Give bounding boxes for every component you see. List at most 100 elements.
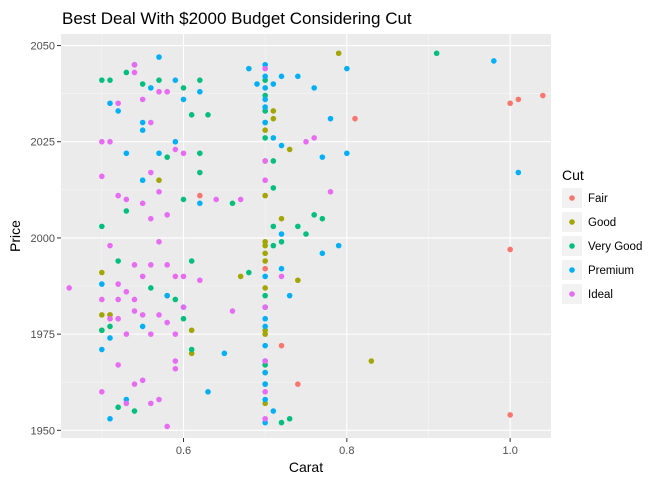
point-premium (262, 315, 268, 322)
point-good (262, 127, 268, 133)
point-ideal (139, 273, 146, 280)
point-ideal (164, 423, 170, 430)
point-ideal (99, 173, 105, 180)
point-ideal (172, 146, 179, 153)
chart-title: Best Deal With $2000 Budget Considering … (62, 9, 412, 28)
point-very-good (188, 258, 195, 264)
point-ideal (164, 212, 170, 218)
point-premium (180, 96, 187, 103)
point-premium (319, 250, 326, 257)
point-ideal (262, 415, 268, 422)
point-ideal (139, 312, 146, 318)
point-premium (156, 54, 162, 60)
point-premium (115, 108, 121, 114)
point-very-good (270, 242, 277, 249)
point-ideal (115, 100, 121, 107)
y-axis-ticks: 1950 1975 2000 2025 2050 (31, 41, 61, 437)
point-premium (107, 100, 113, 107)
point-ideal (123, 400, 130, 407)
point-very-good (286, 415, 293, 422)
point-ideal (156, 88, 162, 95)
point-ideal (156, 188, 162, 195)
point-good (262, 327, 268, 334)
point-premium (335, 242, 342, 249)
point-fair (515, 96, 522, 103)
point-premium (262, 85, 268, 91)
point-premium (205, 389, 211, 395)
point-premium (123, 150, 130, 157)
point-ideal (148, 169, 154, 176)
point-fair (295, 381, 301, 387)
legend-label-ideal: Ideal (588, 289, 613, 301)
point-very-good (99, 327, 105, 334)
point-very-good (188, 112, 195, 118)
point-ideal (172, 365, 179, 372)
point-premium (221, 350, 228, 357)
point-good (286, 146, 293, 153)
point-premium (262, 369, 268, 376)
point-good (262, 250, 268, 257)
point-premium (99, 281, 105, 287)
point-ideal (180, 150, 187, 157)
point-very-good (115, 258, 121, 264)
point-ideal (66, 285, 72, 291)
point-ideal (229, 308, 236, 314)
x-tick-label: 1.0 (503, 445, 518, 457)
point-very-good (115, 404, 121, 411)
point-ideal (99, 138, 105, 145)
point-very-good (278, 419, 285, 426)
point-good (99, 312, 105, 318)
point-very-good (205, 112, 211, 118)
point-good (237, 273, 244, 280)
point-premium (278, 142, 285, 149)
point-ideal (123, 331, 130, 337)
point-good (262, 258, 268, 264)
point-ideal (139, 200, 146, 207)
point-premium (197, 88, 203, 95)
point-ideal (213, 196, 219, 203)
y-tick-label: 2050 (31, 41, 55, 53)
legend: Cut Fair Good Very Good Premium Ideal (562, 167, 642, 304)
point-premium (246, 65, 252, 72)
point-ideal (164, 262, 170, 268)
x-tick-label: 0.6 (176, 445, 191, 457)
point-good (262, 331, 268, 337)
point-premium (254, 81, 260, 87)
point-very-good (172, 296, 179, 303)
point-premium (319, 154, 326, 160)
point-ideal (131, 308, 138, 314)
point-good (188, 350, 195, 357)
point-very-good (262, 77, 268, 83)
point-ideal (237, 196, 244, 203)
point-ideal (262, 389, 268, 395)
point-premium (262, 323, 268, 330)
point-very-good (319, 215, 326, 222)
point-very-good (262, 92, 268, 99)
point-good (99, 269, 105, 276)
point-ideal (156, 238, 162, 245)
point-very-good (311, 212, 317, 218)
point-premium (262, 419, 268, 426)
point-very-good (107, 323, 113, 330)
point-very-good (131, 408, 138, 414)
y-tick-label: 1950 (31, 425, 55, 437)
point-very-good (270, 158, 277, 164)
point-ideal (99, 296, 105, 303)
point-premium (270, 81, 277, 87)
point-very-good (262, 292, 268, 299)
legend-items: Fair Good Very Good Premium Ideal (562, 188, 642, 304)
point-good (107, 312, 113, 318)
point-premium (344, 150, 350, 157)
point-ideal (115, 296, 121, 303)
point-premium (295, 73, 301, 80)
point-ideal (99, 389, 105, 395)
point-premium (278, 73, 285, 80)
point-ideal (107, 138, 113, 145)
point-premium (311, 85, 317, 91)
point-very-good (99, 223, 105, 230)
point-very-good (303, 231, 309, 237)
point-good (156, 177, 162, 184)
point-good (262, 242, 268, 249)
point-ideal (164, 88, 170, 95)
